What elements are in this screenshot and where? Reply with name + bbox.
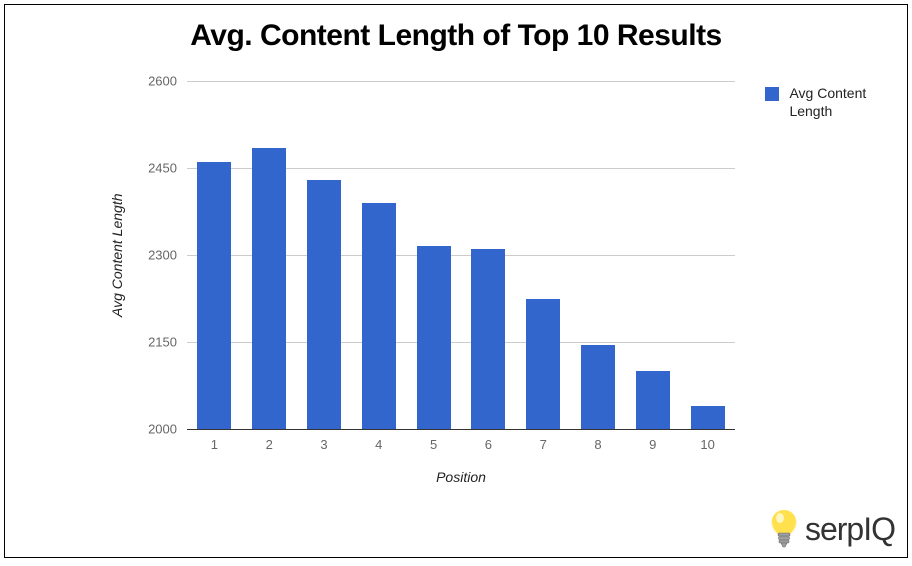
bar: [471, 249, 505, 429]
x-tick-label: 3: [320, 437, 327, 452]
x-tick-label: 10: [700, 437, 714, 452]
legend-swatch: [765, 87, 779, 101]
bar: [691, 406, 725, 429]
brand-text: serpIQ: [805, 511, 895, 548]
plot-area: 2000215023002450260012345678910: [187, 81, 735, 429]
brand-logo: serpIQ: [767, 507, 895, 551]
x-tick-label: 6: [485, 437, 492, 452]
bar: [197, 162, 231, 429]
x-tick-label: 5: [430, 437, 437, 452]
y-tick-label: 2000: [127, 422, 177, 437]
legend-label: Avg Content Length: [789, 85, 889, 120]
bar: [362, 203, 396, 429]
bar: [636, 371, 670, 429]
x-tick-label: 4: [375, 437, 382, 452]
x-tick-label: 1: [211, 437, 218, 452]
bar: [417, 246, 451, 429]
x-axis-label: Position: [436, 469, 486, 485]
x-tick-label: 2: [266, 437, 273, 452]
lightbulb-icon: [767, 507, 801, 551]
x-tick-label: 8: [594, 437, 601, 452]
y-tick-label: 2150: [127, 335, 177, 350]
bar: [526, 299, 560, 430]
bar: [307, 180, 341, 429]
y-tick-label: 2600: [127, 74, 177, 89]
y-tick-label: 2450: [127, 161, 177, 176]
chart-frame: Avg. Content Length of Top 10 Results 20…: [4, 4, 908, 558]
gridline: [187, 429, 735, 430]
chart-title: Avg. Content Length of Top 10 Results: [5, 19, 907, 53]
y-tick-label: 2300: [127, 248, 177, 263]
y-axis-label: Avg Content Length: [109, 193, 125, 317]
gridline: [187, 81, 735, 82]
bar: [581, 345, 615, 429]
legend: Avg Content Length: [765, 85, 889, 120]
bar: [252, 148, 286, 429]
x-tick-label: 7: [540, 437, 547, 452]
x-tick-label: 9: [649, 437, 656, 452]
